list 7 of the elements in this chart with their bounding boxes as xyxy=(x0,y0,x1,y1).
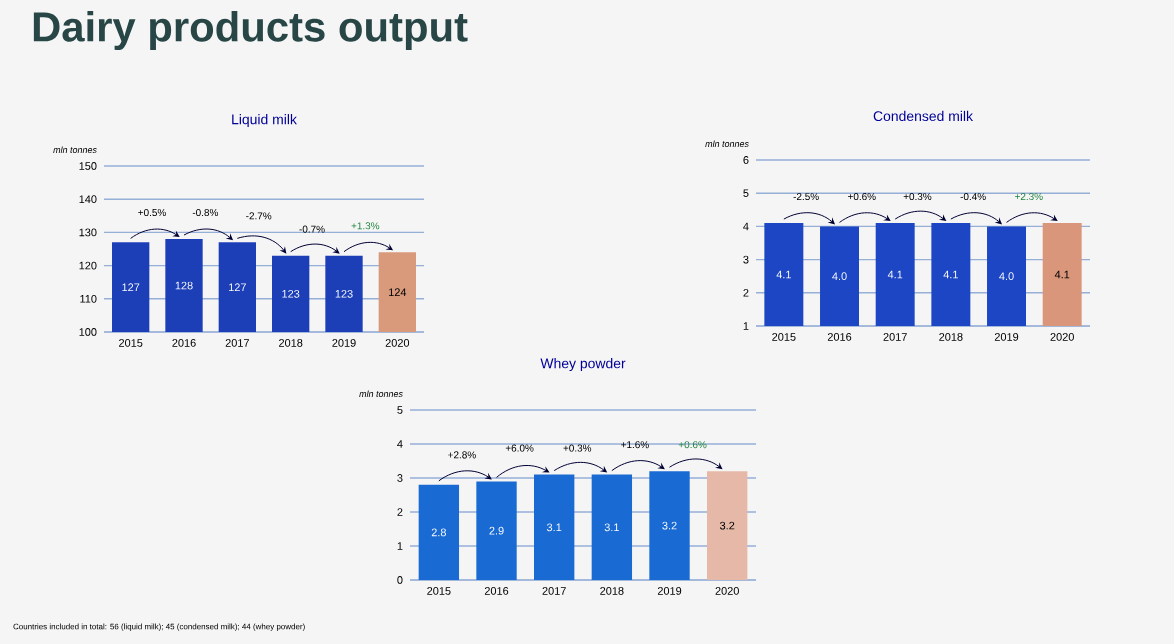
bar xyxy=(591,474,633,580)
bar xyxy=(649,471,690,580)
bar xyxy=(476,481,517,580)
bar xyxy=(534,474,575,580)
text: Dairy products output xyxy=(33,11,468,51)
bar xyxy=(418,484,460,580)
bar xyxy=(707,471,748,580)
